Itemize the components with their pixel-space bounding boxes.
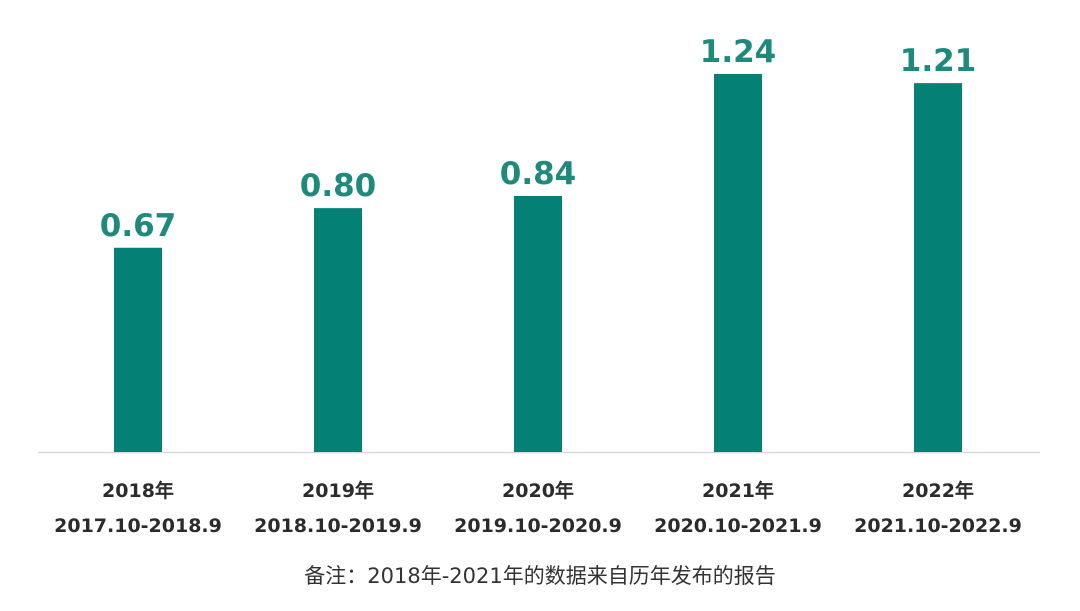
category-year-label-1: 2018年 xyxy=(102,479,174,502)
bar-2 xyxy=(314,208,362,452)
value-label-1: 0.67 xyxy=(100,208,177,244)
category-period-label-4: 2020.10-2021.9 xyxy=(654,515,822,537)
bar-1 xyxy=(114,247,162,452)
category-period-label-5: 2021.10-2022.9 xyxy=(854,515,1022,537)
value-labels-group: 0.67 0.80 0.84 1.24 1.21 xyxy=(100,34,977,244)
category-year-label-5: 2022年 xyxy=(902,479,974,502)
value-label-4: 1.24 xyxy=(700,34,777,70)
category-period-label-3: 2019.10-2020.9 xyxy=(454,515,622,537)
category-period-label-1: 2017.10-2018.9 xyxy=(54,515,222,537)
bar-5 xyxy=(914,83,962,452)
value-label-5: 1.21 xyxy=(900,43,977,79)
category-year-label-3: 2020年 xyxy=(502,479,574,502)
category-year-label-4: 2021年 xyxy=(702,479,774,502)
bars-group xyxy=(114,74,962,452)
category-period-label-2: 2018.10-2019.9 xyxy=(254,515,422,537)
footnote: 备注：2018年-2021年的数据来自历年发布的报告 xyxy=(304,564,776,588)
value-label-3: 0.84 xyxy=(500,156,577,192)
category-labels-group: 2018年 2017.10-2018.9 2019年 2018.10-2019.9 20… xyxy=(54,479,1022,537)
bar-4 xyxy=(714,74,762,452)
value-label-2: 0.80 xyxy=(300,168,377,204)
bar-3 xyxy=(514,195,562,452)
category-year-label-2: 2019年 xyxy=(302,479,374,502)
